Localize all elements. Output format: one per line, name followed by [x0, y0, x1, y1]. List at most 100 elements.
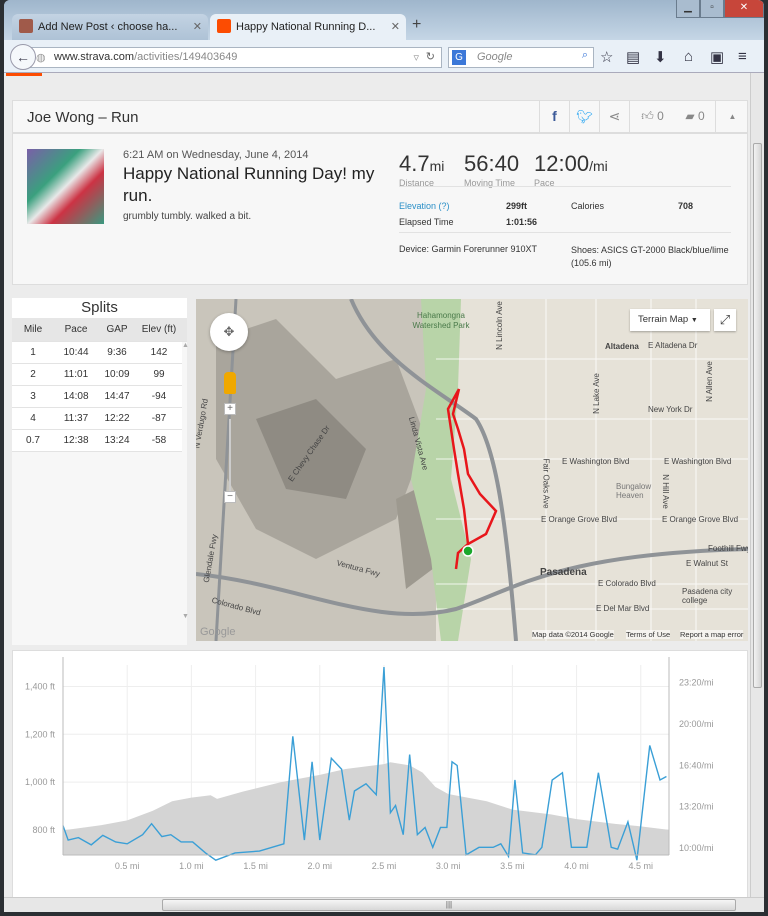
split-cell: 12:38 [63, 435, 89, 446]
x-tick-label: 1.0 mi [179, 861, 204, 871]
x-tick-label: 3.0 mi [436, 861, 461, 871]
comment-icon: ▰ [685, 109, 695, 123]
splits-header-row: Mile Pace GAP Elev (ft) [12, 318, 187, 342]
search-icon[interactable]: ⌕ [581, 49, 588, 61]
horizontal-scrollbar[interactable]: ||| [4, 897, 764, 912]
split-cell: 14:08 [63, 391, 89, 402]
search-input[interactable]: G Google ⌕ [448, 47, 594, 68]
google-engine-icon[interactable]: G [452, 50, 466, 65]
horizontal-scroll-thumb[interactable]: ||| [162, 899, 736, 911]
map-terrain [196, 299, 748, 641]
route-line [446, 388, 498, 570]
left-axis-tick-label: 1,200 ft [25, 729, 56, 739]
activity-description: grumbly tumbly. walked a bit. [123, 211, 252, 222]
x-tick-label: 1.5 mi [243, 861, 268, 871]
page-title: Joe Wong – Run [27, 109, 139, 126]
elevation-pace-chart[interactable]: 0.5 mi 1.0 mi 1.5 mi 2.0 mi 2.5 mi 3.0 mi 3.5 … [12, 650, 748, 899]
distance-value: 4.7 [399, 151, 430, 176]
pace-line [62, 667, 667, 861]
bookmark-star-icon[interactable]: ☆ [600, 49, 614, 66]
right-axis-tick-label: 13:20/mi [679, 802, 714, 812]
map-type-dropdown[interactable]: Terrain Map ▼ [630, 309, 710, 331]
pan-control[interactable]: ✥ [210, 313, 248, 351]
tab-strip: Add New Post ‹ choose ha... ✕ Happy Nati… [4, 0, 764, 40]
reading-list-icon[interactable]: ▤ [626, 49, 641, 66]
zoom-out-button[interactable]: − [224, 491, 236, 503]
map-label: E Orange Grove Blvd [662, 515, 739, 524]
dropdown-icon[interactable]: ▿ [413, 52, 419, 64]
column-header: Pace [64, 324, 88, 335]
column-header: Mile [23, 324, 43, 335]
elevation-help-link[interactable]: Elevation (?) [399, 201, 450, 211]
twitter-share-button[interactable]: 🐦︎ [569, 101, 599, 132]
facebook-share-button[interactable]: f [539, 101, 569, 132]
close-tab-icon[interactable]: ✕ [192, 21, 202, 33]
close-window-button[interactable]: ✕ [724, 0, 764, 18]
split-cell: 1 [30, 347, 36, 358]
minimize-button[interactable]: ▁ [676, 0, 700, 18]
map-type-label: Terrain Map [638, 314, 689, 325]
calories-label: Calories [571, 201, 605, 211]
strava-favicon-icon [217, 19, 231, 33]
search-placeholder: Google [477, 51, 513, 63]
downloads-icon[interactable]: ⬇ [654, 49, 667, 66]
split-row[interactable]: 2 11:01 10:09 99 [12, 364, 182, 386]
left-axis-tick-label: 800 ft [32, 825, 55, 835]
home-icon[interactable]: ⌂ [684, 48, 694, 65]
map-label: Altadena [605, 342, 639, 351]
split-row[interactable]: 1 10:44 9:36 142 [12, 342, 182, 364]
split-cell: 142 [150, 347, 168, 358]
tab-add-new-post[interactable]: Add New Post ‹ choose ha... ✕ [12, 14, 208, 40]
back-button[interactable]: ← [10, 44, 36, 70]
menu-icon[interactable]: ≡ [738, 48, 747, 65]
split-cell: 11:37 [63, 413, 89, 424]
map-label: Hahamongna Watershed Park [412, 311, 470, 330]
vertical-scrollbar[interactable] [750, 73, 764, 897]
terms-of-use-link[interactable]: Terms of Use [626, 630, 671, 639]
activity-title: Happy National Running Day! my run. [123, 164, 375, 205]
address-bar[interactable]: ◍ www.strava.com/activities/149403649 ▿ … [30, 47, 442, 68]
vertical-scroll-thumb[interactable] [753, 143, 762, 688]
activity-timestamp: 6:21 AM on Wednesday, June 4, 2014 [123, 149, 309, 161]
stat-pace: 12:00/mi Pace [534, 151, 608, 188]
street-view-pegman-icon[interactable] [224, 372, 236, 394]
x-tick-label: 4.5 mi [628, 861, 653, 871]
extension-icon[interactable]: ▣ [710, 49, 725, 66]
map-label: N Allen Ave [704, 361, 714, 402]
split-cell: 9:36 [107, 347, 127, 358]
kudos-button[interactable]: 👍︎ 0 [629, 101, 675, 132]
zoom-slider[interactable] [229, 419, 231, 491]
close-tab-icon[interactable]: ✕ [390, 21, 400, 33]
maximize-button[interactable]: ▫ [700, 0, 724, 18]
right-axis-tick-label: 16:40/mi [679, 760, 714, 770]
map-label: N Hill Ave [660, 474, 670, 509]
fullscreen-icon[interactable]: ⤢ [714, 309, 736, 331]
map-label: E Orange Grove Blvd [541, 515, 618, 524]
left-axis-tick-label: 1,400 ft [25, 682, 56, 692]
x-tick-label: 3.5 mi [500, 861, 525, 871]
split-row[interactable]: 3 14:08 14:47 -94 [12, 386, 182, 408]
zoom-in-button[interactable]: + [224, 403, 236, 415]
elapsed-time-label: Elapsed Time [399, 217, 454, 227]
reload-icon[interactable]: ↻ [425, 51, 435, 63]
athlete-avatar[interactable] [27, 149, 104, 224]
split-cell: 13:24 [104, 435, 130, 446]
split-row[interactable]: 0.7 12:38 13:24 -58 [12, 430, 182, 452]
route-map[interactable]: Hahamongna Watershed Park Altadena E Alt… [196, 299, 748, 641]
split-cell: 11:01 [63, 369, 89, 380]
report-map-error-link[interactable]: Report a map error [680, 630, 744, 639]
comments-button[interactable]: ▰ 0 [675, 101, 715, 132]
right-axis-tick-label: 10:00/mi [679, 843, 714, 853]
map-label: Bungalow Heaven [616, 482, 652, 500]
splits-scrollbar[interactable]: ▲ ▼ [182, 342, 189, 620]
elevation-area [63, 762, 669, 855]
url-host: www.strava.com [54, 51, 135, 63]
new-tab-button[interactable]: + [412, 16, 422, 33]
tab-strava-activity[interactable]: Happy National Running D... ✕ [210, 14, 406, 40]
moving-time-value: 56:40 [464, 151, 520, 176]
split-row[interactable]: 4 11:37 12:22 -87 [12, 408, 182, 430]
collapse-button[interactable]: ▲ [715, 101, 749, 132]
share-button[interactable]: ⋖ [599, 101, 629, 132]
navigation-toolbar: ◍ www.strava.com/activities/149403649 ▿ … [4, 40, 764, 73]
map-label: E Washington Blvd [562, 457, 630, 466]
